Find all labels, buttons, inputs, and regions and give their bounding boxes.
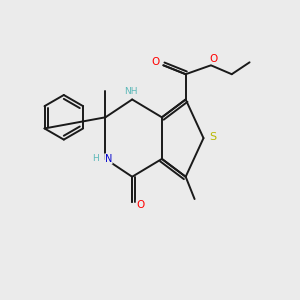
Text: NH: NH xyxy=(124,87,137,96)
Text: O: O xyxy=(151,57,159,67)
Text: O: O xyxy=(210,54,218,64)
Text: H: H xyxy=(92,154,99,164)
Text: O: O xyxy=(136,200,145,210)
Text: S: S xyxy=(209,132,216,142)
Text: N: N xyxy=(105,154,112,164)
